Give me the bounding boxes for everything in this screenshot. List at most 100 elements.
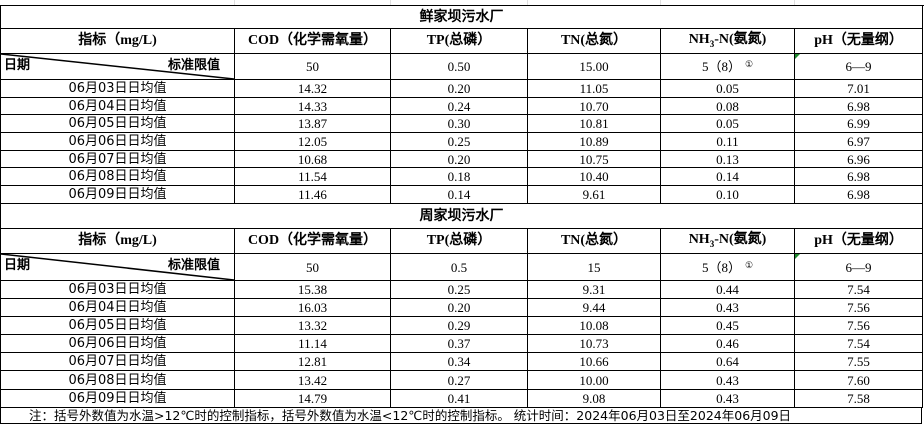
value-tn: 11.05 (527, 79, 661, 98)
value-cod: 14.33 (234, 96, 391, 116)
table-row: 06月09日日均值 14.79 0.41 9.08 0.43 7.58 (0, 388, 924, 408)
value-ph: 7.60 (793, 370, 924, 390)
date-label: 日期 (4, 258, 31, 273)
row-date: 06月06日日均值 (0, 334, 235, 354)
limit-tn: 15 (527, 253, 661, 281)
value-ph: 7.55 (793, 352, 924, 372)
header-cod: COD（化学需氧量） (234, 28, 391, 54)
value-ph: 7.56 (793, 298, 924, 318)
value-nh3: 0.43 (660, 298, 795, 318)
row-date: 06月08日日均值 (0, 167, 235, 187)
row-date: 06月09日日均值 (0, 388, 235, 408)
header-tn: TN(总氮） (527, 28, 661, 54)
value-ph: 7.01 (793, 79, 924, 98)
table-row: 06月03日日均值 14.32 0.20 11.05 0.05 7.01 (0, 79, 924, 98)
value-ph: 7.54 (793, 334, 924, 354)
value-nh3: 0.45 (660, 316, 795, 336)
limit-ph: 6—9 (793, 253, 924, 281)
value-cod: 13.42 (234, 370, 391, 390)
row-date: 06月07日日均值 (0, 149, 235, 169)
comment-marker-icon (795, 54, 800, 59)
value-cod: 10.68 (234, 149, 391, 169)
value-cod: 11.54 (234, 167, 391, 187)
value-tp: 0.29 (390, 316, 528, 336)
limit-nh3: 5（8） ① (660, 253, 795, 281)
value-tp: 0.27 (390, 370, 528, 390)
nh3-subscript: 3 (709, 38, 715, 49)
comment-marker-icon (795, 254, 800, 259)
header-tp: TP(总磷） (390, 28, 528, 54)
value-tn: 9.61 (527, 185, 661, 204)
table-row: 06月07日日均值 10.68 0.20 10.75 0.13 6.96 (0, 149, 924, 169)
value-cod: 13.32 (234, 316, 391, 336)
value-cod: 12.05 (234, 132, 391, 151)
limit-cod: 50 (234, 253, 391, 281)
limit-tn: 15.00 (527, 53, 661, 80)
header-nh3n: NH3-N(氨氮) (660, 228, 795, 254)
value-ph: 6.98 (793, 96, 924, 116)
value-tn: 10.00 (527, 370, 661, 390)
value-cod: 14.79 (234, 388, 391, 408)
value-nh3: 0.46 (660, 334, 795, 354)
value-cod: 13.87 (234, 114, 391, 134)
row-date: 06月09日日均值 (0, 185, 235, 204)
value-ph: 7.54 (793, 279, 924, 300)
value-tn: 10.40 (527, 167, 661, 187)
value-tn: 10.70 (527, 96, 661, 116)
value-tp: 0.25 (390, 279, 528, 300)
value-tp: 0.30 (390, 114, 528, 134)
date-limit-diagonal-header: 日期 标准限值 (0, 253, 235, 281)
row-date: 06月03日日均值 (0, 79, 235, 98)
header-cod: COD（化学需氧量） (234, 228, 391, 254)
header-nh3n: NH3-N(氨氮) (660, 28, 795, 54)
footnote-mark: ① (744, 59, 754, 69)
table-row: 06月05日日均值 13.32 0.29 10.08 0.45 7.56 (0, 316, 924, 336)
footnote: 注：括号外数值为水温>12℃时的控制指标，括号外数值为水温<12℃时的控制指标。… (0, 407, 922, 424)
table-row: 06月08日日均值 13.42 0.27 10.00 0.43 7.60 (0, 370, 924, 390)
value-tn: 9.31 (527, 279, 661, 300)
value-nh3: 0.43 (660, 388, 795, 408)
row-date: 06月05日日均值 (0, 316, 235, 336)
value-nh3: 0.43 (660, 370, 795, 390)
value-tp: 0.18 (390, 167, 528, 187)
limit-nh3: 5（8） ① (660, 53, 795, 80)
table-row: 06月03日日均值 15.38 0.25 9.31 0.44 7.54 (0, 279, 924, 300)
header-ph: pH（无量纲） (793, 228, 924, 254)
limit-value: 5（8） (701, 59, 741, 74)
diagonal-line (1, 54, 234, 79)
table-row: 06月08日日均值 11.54 0.18 10.40 0.14 6.98 (0, 167, 924, 187)
table-row: 06月05日日均值 13.87 0.30 10.81 0.05 6.99 (0, 114, 924, 134)
value-nh3: 0.14 (660, 167, 795, 187)
value-ph: 6.99 (793, 114, 924, 134)
value-nh3: 0.64 (660, 352, 795, 372)
value-tp: 0.37 (390, 334, 528, 354)
value-tp: 0.20 (390, 79, 528, 98)
row-date: 06月04日日均值 (0, 96, 235, 116)
value-nh3: 0.05 (660, 79, 795, 98)
table-row: 06月09日日均值 11.46 0.14 9.61 0.10 6.98 (0, 185, 924, 204)
value-tn: 9.08 (527, 388, 661, 408)
date-label: 日期 (4, 58, 31, 73)
plant-title: 鲜家坝污水厂 (0, 5, 924, 29)
limit-cod: 50 (234, 53, 391, 80)
row-date: 06月07日日均值 (0, 352, 235, 372)
value-cod: 14.32 (234, 79, 391, 98)
value-nh3: 0.05 (660, 114, 795, 134)
table-row: 06月06日日均值 11.14 0.37 10.73 0.46 7.54 (0, 334, 924, 354)
plant-table-2: 周家坝污水厂 指标（mg/L) COD（化学需氧量） TP(总磷） TN(总氮）… (0, 203, 924, 408)
header-indicator: 指标（mg/L) (0, 28, 235, 54)
table-row: 06月04日日均值 14.33 0.24 10.70 0.08 6.98 (0, 96, 924, 116)
value-nh3: 0.08 (660, 96, 795, 116)
header-ph: pH（无量纲） (793, 28, 924, 54)
value-tp: 0.41 (390, 388, 528, 408)
limit-value: 6—9 (845, 259, 872, 275)
value-tn: 10.89 (527, 132, 661, 151)
row-date: 06月04日日均值 (0, 298, 235, 318)
row-date: 06月06日日均值 (0, 132, 235, 151)
nh3-label: NH (688, 32, 710, 48)
value-ph: 6.97 (793, 132, 924, 151)
plant-title: 周家坝污水厂 (0, 203, 924, 229)
nh3-label-suffix: -N(氨氮) (714, 32, 767, 48)
value-ph: 7.56 (793, 316, 924, 336)
value-ph: 7.58 (793, 388, 924, 408)
